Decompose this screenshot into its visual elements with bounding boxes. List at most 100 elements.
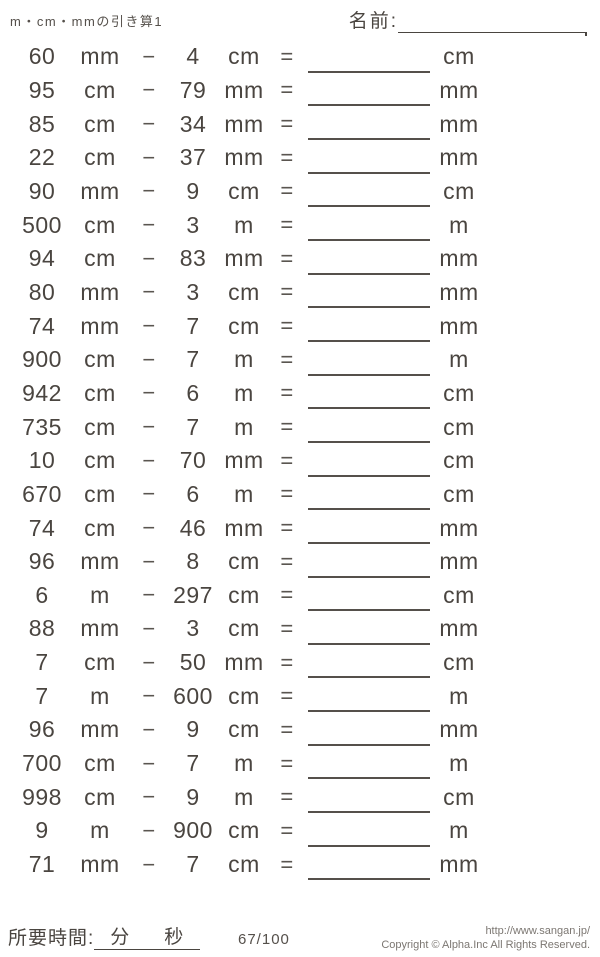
subtrahend-value: 7	[186, 346, 200, 373]
subtrahend-unit: m	[234, 211, 254, 238]
minus-sign: −	[142, 615, 156, 641]
subtrahend-unit: cm	[228, 817, 260, 844]
equals-sign: =	[280, 178, 294, 204]
subtrahend-value: 70	[179, 447, 207, 474]
minuend-value: 500	[22, 211, 62, 238]
subtrahend-value: 7	[186, 312, 200, 339]
minuend-unit: mm	[80, 43, 120, 70]
subtrahend-unit: m	[234, 783, 254, 810]
answer-unit: mm	[439, 514, 479, 541]
minuend-value: 6	[35, 581, 49, 608]
minus-sign: −	[142, 178, 156, 204]
minus-sign: −	[142, 279, 156, 305]
equals-sign: =	[280, 817, 294, 843]
equals-sign: =	[280, 346, 294, 372]
equals-sign: =	[280, 447, 294, 473]
answer-cell	[302, 545, 430, 579]
minuend-unit: cm	[84, 480, 116, 507]
minus-sign: −	[142, 212, 156, 238]
subtrahend-value: 6	[186, 480, 200, 507]
answer-unit: mm	[439, 245, 479, 272]
answer-blank-line	[308, 575, 430, 578]
answer-blank-line	[308, 306, 430, 309]
minus-sign: −	[142, 515, 156, 541]
minuend-value: 96	[28, 716, 56, 743]
equals-sign: =	[280, 784, 294, 810]
answer-cell	[302, 478, 430, 512]
answer-cell	[302, 40, 430, 74]
equals-sign: =	[280, 481, 294, 507]
answer-blank-line	[308, 171, 430, 174]
answer-blank-line	[308, 238, 430, 241]
minus-sign: −	[142, 582, 156, 608]
answer-cell	[302, 343, 430, 377]
answer-blank-line	[308, 609, 430, 612]
minuend-value: 998	[22, 783, 62, 810]
minuend-value: 900	[22, 346, 62, 373]
equals-sign: =	[280, 313, 294, 339]
subtrahend-value: 8	[186, 548, 200, 575]
minus-sign: −	[142, 43, 156, 69]
name-blank-line	[398, 7, 587, 36]
subtrahend-value: 50	[179, 649, 207, 676]
copyright-text: Copyright © Alpha.Inc All Rights Reserve…	[381, 939, 590, 951]
equals-sign: =	[280, 111, 294, 137]
answer-unit: cm	[443, 783, 475, 810]
equals-sign: =	[280, 615, 294, 641]
problem-list: 60 mm − 4 cm = cm 95 cm − 79 mm = mm 85	[0, 40, 600, 881]
equals-sign: =	[280, 212, 294, 238]
subtrahend-value: 7	[186, 750, 200, 777]
minuend-value: 90	[28, 177, 56, 204]
minuend-unit: mm	[80, 851, 120, 878]
answer-blank-line	[308, 508, 430, 511]
problem-row: 7 cm − 50 mm = cm	[0, 646, 600, 680]
answer-unit: mm	[439, 851, 479, 878]
minuend-value: 88	[28, 615, 56, 642]
minuend-value: 700	[22, 750, 62, 777]
answer-unit: cm	[443, 413, 475, 440]
problem-row: 9 m − 900 cm = m	[0, 814, 600, 848]
subtrahend-value: 297	[173, 581, 213, 608]
minus-sign: −	[142, 414, 156, 440]
answer-blank-line	[308, 541, 430, 544]
subtrahend-unit: cm	[228, 278, 260, 305]
minuend-unit: cm	[84, 110, 116, 137]
minus-sign: −	[142, 346, 156, 372]
minuend-value: 22	[28, 144, 56, 171]
problem-row: 71 mm − 7 cm = mm	[0, 848, 600, 882]
minuend-value: 670	[22, 480, 62, 507]
minuend-unit: cm	[84, 144, 116, 171]
subtrahend-unit: mm	[224, 649, 264, 676]
minuend-value: 10	[28, 447, 56, 474]
problem-row: 85 cm − 34 mm = mm	[0, 107, 600, 141]
problem-row: 95 cm − 79 mm = mm	[0, 74, 600, 108]
answer-unit: mm	[439, 548, 479, 575]
answer-unit: m	[449, 682, 469, 709]
page-number: 67/100	[238, 931, 290, 948]
minus-sign: −	[142, 380, 156, 406]
equals-sign: =	[280, 582, 294, 608]
answer-blank-line	[308, 811, 430, 814]
minuend-value: 60	[28, 43, 56, 70]
answer-unit: cm	[443, 177, 475, 204]
time-blank-line: 分秒	[94, 922, 201, 950]
answer-blank-line	[308, 373, 430, 376]
minuend-value: 9	[35, 817, 49, 844]
answer-unit: mm	[439, 716, 479, 743]
answer-blank-line	[308, 777, 430, 780]
minus-sign: −	[142, 683, 156, 709]
minuend-value: 71	[28, 851, 56, 878]
equals-sign: =	[280, 380, 294, 406]
seconds-label: 秒	[164, 927, 185, 948]
equals-sign: =	[280, 649, 294, 675]
subtrahend-value: 37	[179, 144, 207, 171]
problem-row: 22 cm − 37 mm = mm	[0, 141, 600, 175]
answer-blank-line	[308, 339, 430, 342]
answer-unit: mm	[439, 76, 479, 103]
minuend-unit: mm	[80, 312, 120, 339]
answer-unit: mm	[439, 144, 479, 171]
answer-blank-line	[308, 474, 430, 477]
equals-sign: =	[280, 683, 294, 709]
answer-cell	[302, 107, 430, 141]
